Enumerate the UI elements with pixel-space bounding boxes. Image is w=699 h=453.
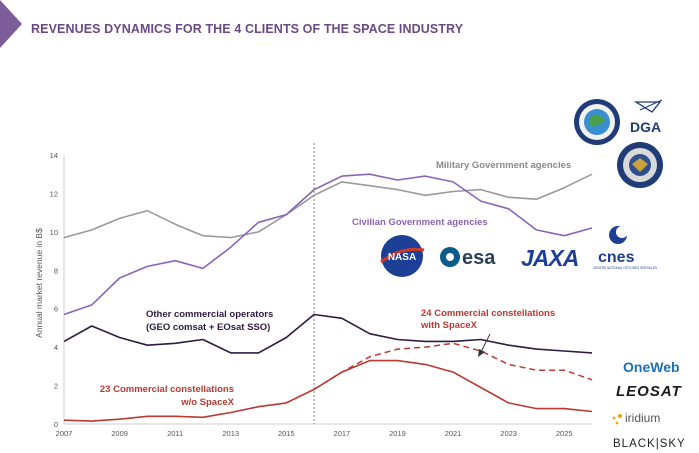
- x-tick-labels: 2007 2009 2011 2013 2015 2017 2019 2021 2023 2025: [56, 429, 573, 438]
- leosat-logo: LEOSAT: [616, 383, 683, 400]
- dga-logo-icon: DGA: [630, 99, 663, 135]
- iridium-logo-icon: iridium: [612, 411, 660, 425]
- label-c24-line1: 24 Commercial constellations: [421, 308, 555, 319]
- annotation-arrow: [480, 333, 491, 353]
- jaxa-logo-icon: JAXA: [521, 245, 579, 271]
- iridium-text: iridium: [625, 411, 660, 425]
- x-tick-label: 2007: [56, 429, 73, 438]
- y-tick-labels: 0 2 4 6 8 10 12 14: [50, 151, 58, 429]
- page-title: REVENUES DYNAMICS FOR THE 4 CLIENTS OF T…: [31, 22, 464, 36]
- blacksky-logo: BLACK|SKY: [613, 438, 686, 450]
- x-tick-label: 2019: [389, 429, 406, 438]
- label-military: Military Government agencies: [436, 160, 571, 171]
- cnes-subtitle: CENTRE NATIONAL D'ÉTUDES SPATIALES: [593, 265, 657, 270]
- y-tick-label: 4: [54, 343, 58, 352]
- y-tick-label: 2: [54, 382, 58, 391]
- label-civilian: Civilian Government agencies: [352, 217, 488, 228]
- corner-triangle: [0, 0, 22, 48]
- y-axis-label: Annual market revenue in B$: [34, 228, 44, 338]
- annotation-arrowhead: [478, 349, 485, 357]
- x-tick-label: 2011: [167, 429, 183, 438]
- nasa-text: NASA: [388, 252, 416, 263]
- series-line-4: [313, 342, 593, 391]
- x-tick-label: 2023: [500, 429, 517, 438]
- label-c23-line2: w/o SpaceX: [180, 397, 234, 408]
- dga-text: DGA: [630, 119, 661, 135]
- x-tick-label: 2009: [111, 429, 128, 438]
- dod-seal-icon: [617, 142, 663, 188]
- x-tick-label: 2013: [222, 429, 239, 438]
- series-line-3: [63, 359, 593, 422]
- label-other-line2: (GEO comsat + EOsat SSO): [146, 322, 270, 333]
- y-tick-label: 14: [50, 151, 58, 160]
- y-tick-label: 12: [50, 189, 58, 198]
- esa-logo-icon: esa: [440, 247, 496, 269]
- jaxa-text: JAXA: [521, 245, 578, 271]
- label-c24-line2: with SpaceX: [420, 320, 478, 331]
- y-tick-label: 0: [54, 420, 58, 429]
- nasa-logo-icon: NASA: [380, 235, 425, 277]
- series-line-0: [63, 173, 593, 239]
- y-tick-label: 10: [50, 228, 58, 237]
- chart-axes: [63, 155, 592, 425]
- y-tick-label: 6: [54, 305, 58, 314]
- x-tick-label: 2015: [278, 429, 295, 438]
- cnes-logo-icon: cnes CENTRE NATIONAL D'ÉTUDES SPATIALES: [593, 226, 657, 270]
- x-tick-label: 2025: [556, 429, 573, 438]
- series-lines: [63, 173, 593, 422]
- x-tick-label: 2017: [334, 429, 351, 438]
- series-line-2: [63, 313, 593, 354]
- esa-text: esa: [462, 247, 496, 269]
- label-c23-line1: 23 Commercial constellations: [100, 384, 234, 395]
- oneweb-logo: OneWeb: [623, 359, 680, 375]
- label-other-line1: Other commercial operators: [146, 309, 273, 320]
- series-line-1: [63, 173, 593, 316]
- usaf-seal-icon: [574, 99, 620, 145]
- cnes-text: cnes: [598, 249, 635, 266]
- x-tick-label: 2021: [445, 429, 462, 438]
- y-tick-label: 8: [54, 266, 58, 275]
